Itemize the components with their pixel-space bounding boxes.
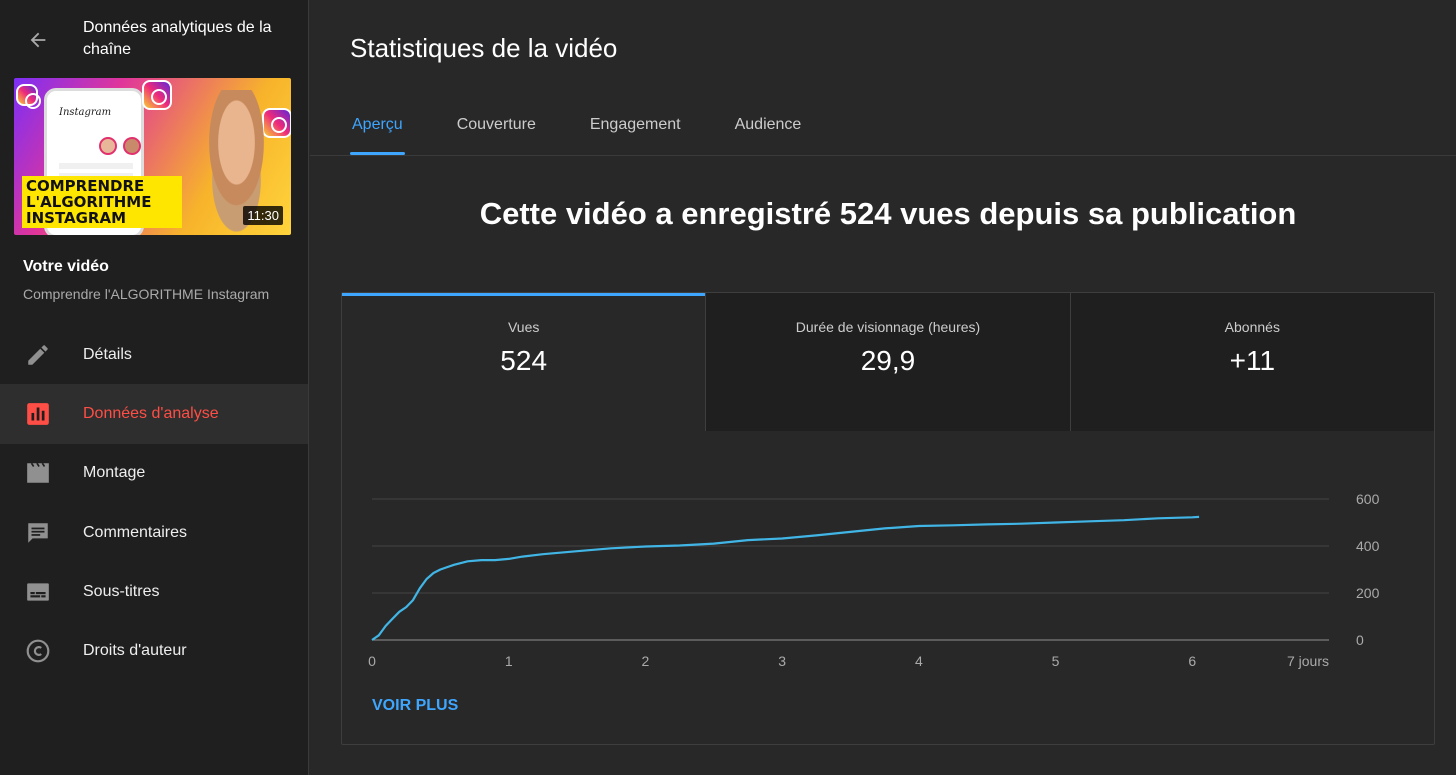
sidebar-item-editor[interactable]: Montage <box>0 444 308 503</box>
analytics-icon <box>0 401 83 427</box>
sidebar-item-comments[interactable]: Commentaires <box>0 503 308 562</box>
sidebar-title: Données analytiques de la chaîne <box>83 19 272 58</box>
divider <box>310 155 1456 156</box>
sidebar-item-details[interactable]: Détails <box>0 325 308 384</box>
y-tick-label: 200 <box>1356 585 1380 601</box>
views-series-line <box>371 515 1200 641</box>
copyright-icon <box>0 638 83 664</box>
y-tick-label: 0 <box>1356 632 1364 648</box>
video-name: Comprendre l'ALGORITHME Instagram <box>23 286 270 302</box>
views-chart: 0 200 400 600 0 1 2 3 4 5 6 7 jours <box>368 491 1380 669</box>
thumbnail-caption: COMPRENDRE L'ALGORITHME INSTAGRAM <box>22 176 182 228</box>
subtitles-icon <box>0 579 83 605</box>
tab-overview[interactable]: Aperçu <box>350 100 405 155</box>
metric-views[interactable]: Vues 524 <box>342 293 706 431</box>
y-tick-label: 600 <box>1356 491 1380 507</box>
metric-value: +11 <box>1229 345 1276 376</box>
instagram-logo-icon <box>16 84 41 109</box>
x-tick-label: 7 jours <box>1287 653 1329 669</box>
comment-icon <box>0 520 83 546</box>
sidebar-item-copyright[interactable]: Droits d'auteur <box>0 621 308 680</box>
metric-label: Durée de visionnage (heures) <box>795 319 981 335</box>
metric-subscribers[interactable]: Abonnés +11 <box>1069 293 1434 431</box>
see-more-link[interactable]: VOIR PLUS <box>372 697 459 714</box>
headline: Cette vidéo a enregistré 524 vues depuis… <box>479 196 1297 231</box>
y-tick-label: 400 <box>1356 538 1380 554</box>
sidebar-item-subtitles[interactable]: Sous-titres <box>0 562 308 621</box>
pencil-icon <box>0 342 83 368</box>
video-thumbnail[interactable]: Instagram COMPRENDRE L'ALGORITHME INSTAG… <box>14 78 291 235</box>
x-tick-label: 4 <box>915 653 923 669</box>
sidebar-item-label: Sous-titres <box>83 582 160 600</box>
duration-badge: 11:30 <box>243 206 283 225</box>
x-tick-label: 0 <box>368 653 376 669</box>
page-title: Statistiques de la vidéo <box>350 33 618 63</box>
caption-line: COMPRENDRE <box>26 177 145 195</box>
metric-value: 29,9 <box>860 345 916 376</box>
sidebar-item-label: Détails <box>83 345 132 363</box>
sidebar-item-label: Données d'analyse <box>83 404 219 422</box>
metric-value: 524 <box>500 345 548 376</box>
x-tick-label: 5 <box>1052 653 1060 669</box>
metric-label: Vues <box>507 319 540 335</box>
x-tick-label: 3 <box>778 653 786 669</box>
caption-line: L'ALGORITHME <box>26 193 152 211</box>
sidebar-item-label: Droits d'auteur <box>83 642 187 660</box>
x-tick-label: 6 <box>1188 653 1196 669</box>
tab-reach[interactable]: Couverture <box>456 116 536 133</box>
tab-bar: Aperçu Couverture Engagement Audience <box>350 100 853 155</box>
sidebar-item-analytics[interactable]: Données d'analyse <box>0 384 308 444</box>
sidebar-nav: Détails Données d'analyse Montage Commen… <box>0 325 308 681</box>
tab-audience[interactable]: Audience <box>734 116 802 133</box>
your-video-label: Votre vidéo <box>23 258 109 275</box>
metric-tabs: Vues 524 Durée de visionnage (heures) 29… <box>342 293 1434 431</box>
instagram-logo-icon <box>142 80 172 110</box>
x-tick-label: 1 <box>505 653 513 669</box>
sidebar-item-label: Commentaires <box>83 523 188 541</box>
clapperboard-icon <box>0 460 83 486</box>
tab-engagement[interactable]: Engagement <box>589 116 681 133</box>
caption-line: INSTAGRAM <box>26 209 127 227</box>
main-content: Statistiques de la vidéo Aperçu Couvertu… <box>310 0 1456 775</box>
overview-card: Vues 524 Durée de visionnage (heures) 29… <box>341 292 1435 745</box>
x-tick-label: 2 <box>642 653 650 669</box>
phone-text: Instagram <box>59 107 112 118</box>
sidebar: Données analytiques de la chaîne Instagr… <box>0 0 309 775</box>
back-arrow-icon[interactable] <box>24 26 52 54</box>
sidebar-item-label: Montage <box>83 464 146 482</box>
metric-label: Abonnés <box>1224 319 1280 335</box>
metric-watch-time[interactable]: Durée de visionnage (heures) 29,9 <box>705 293 1070 431</box>
